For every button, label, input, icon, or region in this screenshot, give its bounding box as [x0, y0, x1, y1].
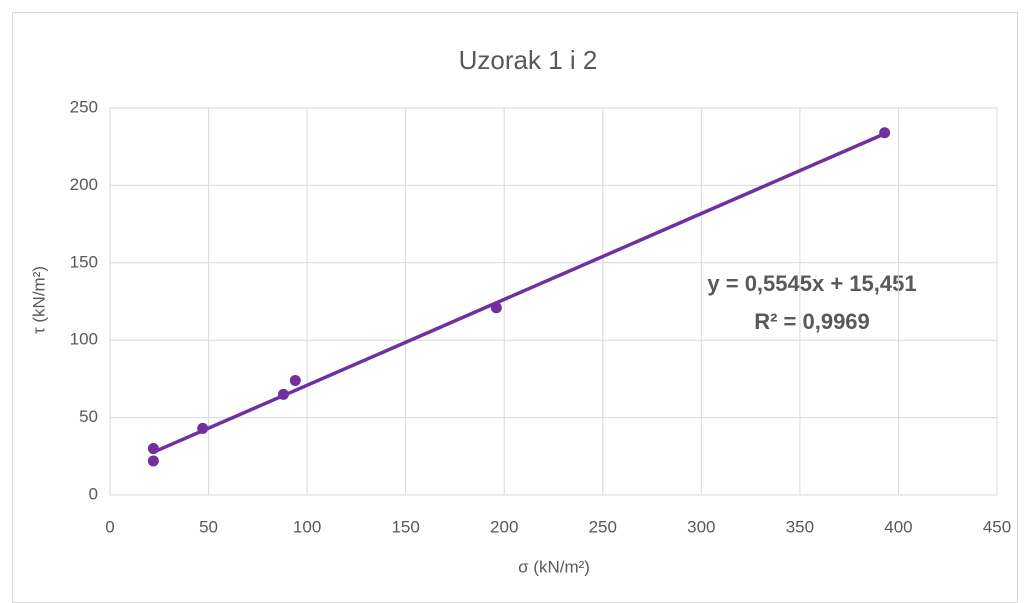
y-tick-label: 250: [70, 97, 98, 116]
y-tick-label: 200: [70, 175, 98, 194]
chart-title: Uzorak 1 i 2: [459, 45, 598, 75]
trendline: [152, 132, 886, 454]
trendline-equation: y = 0,5545x + 15,451: [707, 271, 916, 296]
x-tick-label: 400: [884, 517, 912, 536]
y-axis-label: τ (kN/m²): [29, 266, 48, 334]
x-tick-label: 300: [687, 517, 715, 536]
x-tick-label: 200: [490, 517, 518, 536]
y-tick-label: 100: [70, 330, 98, 349]
y-tick-label: 50: [79, 407, 98, 426]
x-tick-label: 450: [983, 517, 1011, 536]
chart-border: [12, 12, 1018, 603]
data-point: [289, 374, 301, 386]
trendline-r-squared: R² = 0,9969: [754, 309, 870, 334]
x-tick-label: 100: [293, 517, 321, 536]
x-tick-label: 0: [105, 517, 114, 536]
x-tick-label: 350: [786, 517, 814, 536]
x-axis-label: σ (kN/m²): [518, 557, 590, 576]
y-tick-label: 0: [89, 484, 98, 503]
x-tick-label: 150: [391, 517, 419, 536]
y-tick-label: 150: [70, 252, 98, 271]
x-tick-label: 250: [589, 517, 617, 536]
x-tick-label: 50: [199, 517, 218, 536]
data-point: [147, 455, 159, 467]
